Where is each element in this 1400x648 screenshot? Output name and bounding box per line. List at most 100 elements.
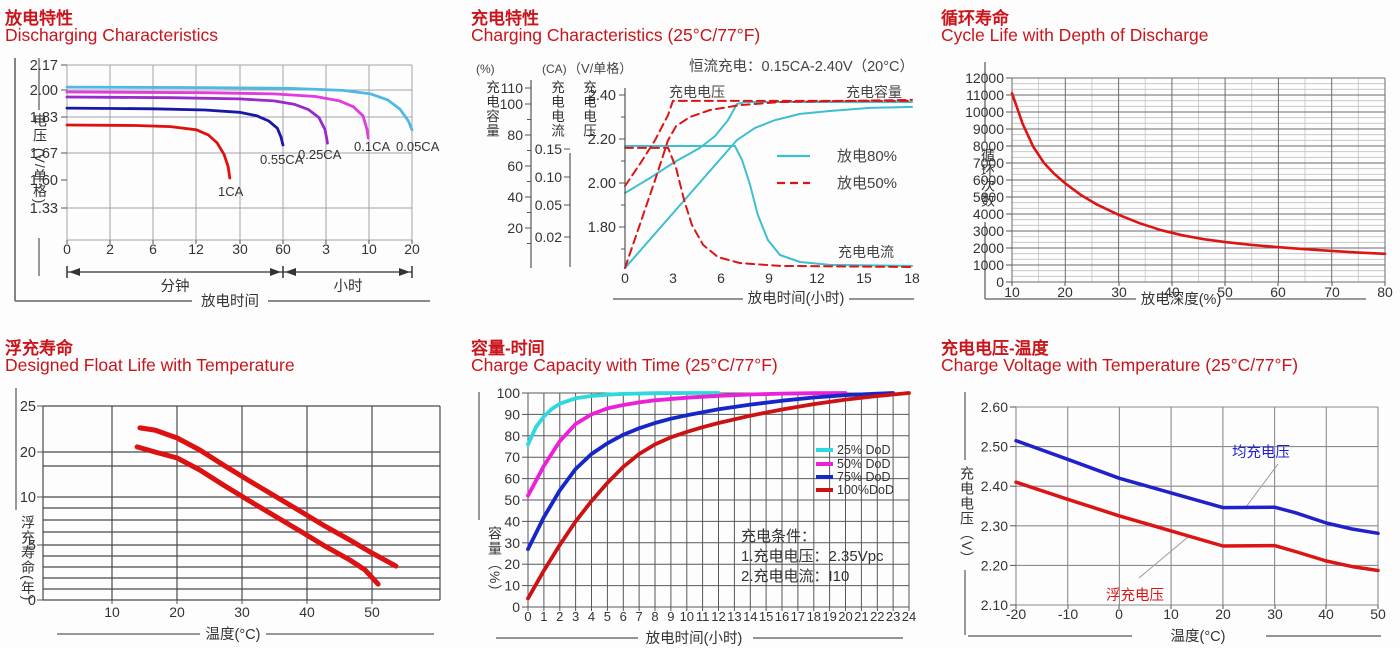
text-decoration: 温度(°C)	[1171, 628, 1226, 645]
text-decoration: 60	[504, 471, 520, 487]
text-decoration: 10	[1163, 606, 1179, 622]
text-decoration: 30	[504, 535, 520, 551]
text-decoration: 40	[507, 189, 523, 205]
text-decoration: 0.55CA	[260, 152, 304, 167]
text-decoration: 温度(°C)	[206, 626, 261, 643]
text-decoration: 20	[1057, 284, 1073, 300]
chart-title-cn: 容量-时间	[471, 339, 545, 358]
text-decoration: 0.15	[535, 141, 562, 157]
chart-cycle-life: 10 20 30 40 50 60 70 80 12000 11000 10000 9000 8000 7…	[936, 0, 1400, 330]
text-decoration: 2.50	[981, 439, 1008, 455]
text-decoration: 均充电压	[1232, 444, 1290, 461]
text-decoration: 5000	[973, 189, 1004, 205]
chart-title-en: Charge Capacity with Time (25°C/77°F)	[471, 355, 778, 375]
text-decoration: 3000	[973, 223, 1004, 239]
y-axis-label: 容量（%）	[487, 526, 503, 600]
text-decoration: 6	[620, 609, 627, 624]
polygon-decoration	[399, 268, 410, 276]
text-decoration: 5	[604, 609, 611, 624]
text-decoration: 2.20	[588, 132, 616, 148]
series-cycle-life	[1010, 92, 1387, 256]
text-decoration: 15	[856, 270, 872, 286]
text-decoration: 0	[1115, 606, 1123, 622]
text-decoration: 1	[540, 609, 547, 624]
series-capacity-50	[624, 98, 913, 269]
text-decoration: 恒流充电：0.15CA-2.40V（20°C）	[689, 58, 914, 75]
text-decoration: 40	[504, 513, 520, 529]
text-decoration: 10000	[965, 104, 1004, 120]
text-decoration: 50	[504, 492, 520, 508]
text-decoration: 0.1CA	[354, 139, 390, 154]
text-decoration: 100	[497, 385, 521, 401]
text-decoration: 1.充电电压：2.35Vpc	[741, 548, 884, 565]
text-decoration: 60	[1270, 284, 1286, 300]
text-decoration: 40	[1164, 284, 1180, 300]
series-dod-25	[526, 391, 721, 447]
text-decoration: 50	[1217, 284, 1233, 300]
series-float-voltage	[1014, 480, 1380, 573]
text-decoration: 9000	[973, 121, 1004, 137]
y-axis-label: 充电电压（V）	[959, 466, 975, 567]
text-decoration: 放电50%	[837, 175, 897, 192]
text-decoration: 30	[1111, 284, 1127, 300]
text-decoration: 40	[1318, 606, 1334, 622]
text-decoration: 放电80%	[837, 148, 897, 165]
text-decoration: 10	[1004, 284, 1020, 300]
text-decoration: 6000	[973, 172, 1004, 188]
text-decoration: 1.80	[588, 220, 616, 236]
text-decoration: 1CA	[218, 184, 244, 199]
text-decoration: 2.17	[30, 58, 58, 74]
text-decoration: 100	[500, 96, 524, 112]
text-decoration: 0	[512, 599, 520, 615]
polygon-decoration	[69, 268, 80, 276]
text-decoration: (%)	[476, 62, 495, 76]
text-decoration: 60	[507, 158, 523, 174]
series-float-life-upper	[137, 425, 399, 569]
text-decoration: 23	[886, 609, 900, 624]
text-decoration: 110	[501, 80, 524, 96]
chart-float-life: 10 20 30 40 50 25 20 10 5 0 温度(°C) 浮充寿命 Designed F…	[0, 330, 466, 648]
text-decoration: 50% DoD	[837, 457, 891, 471]
text-decoration: 放电时间	[201, 293, 259, 310]
text-decoration: 24	[902, 609, 916, 624]
text-decoration: 30	[232, 241, 248, 257]
series-1CA	[65, 123, 232, 180]
text-decoration: 放电时间(小时)	[646, 630, 743, 647]
text-decoration: 3	[572, 609, 579, 624]
text-decoration: -20	[1006, 606, 1026, 622]
text-decoration: 19	[822, 609, 836, 624]
text-decoration: 75% DoD	[837, 470, 891, 484]
text-decoration: 2.00	[588, 176, 616, 192]
text-decoration: 0	[996, 274, 1004, 290]
text-decoration: 18	[807, 609, 821, 624]
text-decoration: 2	[106, 241, 114, 257]
series-0.25CA	[65, 95, 329, 145]
text-decoration: 30	[234, 604, 250, 620]
text-decoration: 12	[711, 609, 725, 624]
text-decoration: 20	[1215, 606, 1231, 622]
text-decoration: 充电电压	[669, 84, 725, 100]
text-decoration: 14	[743, 609, 757, 624]
text-decoration: 8	[651, 609, 658, 624]
text-decoration: 0.25CA	[298, 147, 342, 162]
text-decoration: 1.33	[30, 201, 58, 217]
text-decoration: 0	[28, 593, 36, 609]
text-decoration: 11	[696, 609, 710, 624]
text-decoration: 8000	[973, 138, 1004, 154]
text-decoration: 9	[667, 609, 674, 624]
text-decoration: 100%DoD	[837, 483, 894, 497]
text-decoration: 15	[759, 609, 773, 624]
series-current-80	[624, 145, 913, 267]
text-decoration: 90	[504, 406, 520, 422]
text-decoration: 1.67	[30, 146, 58, 162]
line-decoration	[1245, 463, 1279, 508]
text-decoration: 2.40	[588, 88, 616, 104]
chart-charge-voltage-temperature: -20 -10 0 10 20 30 40 50 2.60 2.50 2.40 2.30 2.20 2.1…	[936, 330, 1400, 648]
chart-title-cn: 循环寿命	[941, 9, 1009, 28]
text-decoration: 0	[63, 241, 71, 257]
chart-discharging-characteristics: 0 2 6 12 30 60 3 10 20 2.17 2.00 1.83 1.67 1.60 1.33 1C…	[0, 0, 466, 330]
text-decoration: -10	[1058, 606, 1078, 622]
